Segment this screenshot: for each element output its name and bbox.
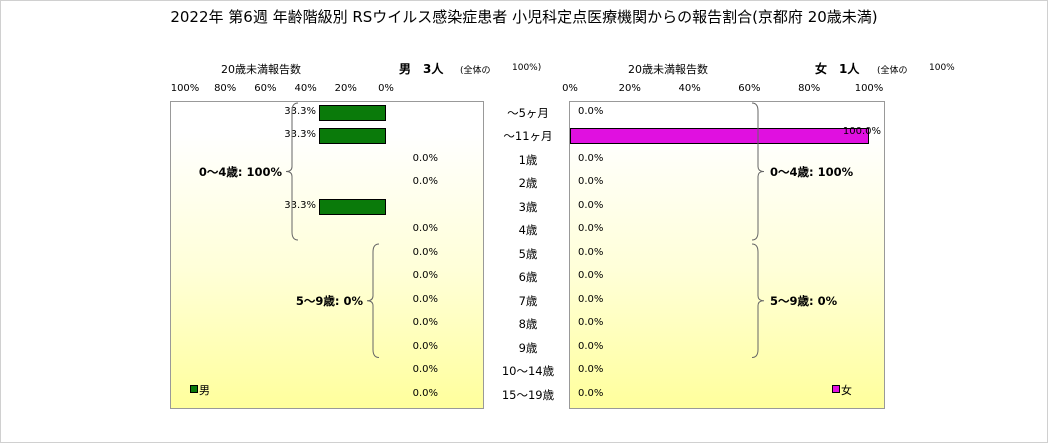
category-label: ～11ヶ月 (503, 129, 553, 144)
category-label: ～5ヶ月 (507, 105, 549, 120)
male-value-label: 33.3% (284, 129, 317, 141)
category-label: 2歳 (518, 176, 538, 191)
category-label: 10～14歳 (501, 364, 555, 379)
legend-female-label: 女 (841, 384, 852, 397)
female-tick-label: 0% (562, 83, 578, 94)
male-tick-label: 0% (378, 83, 394, 94)
female-value-label: 0.0% (578, 317, 604, 329)
male-group-label: 5～9歳: 0% (295, 293, 363, 308)
legend-female: 女 (832, 382, 852, 398)
female-group-brace (751, 243, 765, 358)
female-value-label: 0.0% (578, 387, 604, 399)
legend-male-label: 男 (199, 384, 210, 397)
male-group-label: 0～4歳: 100% (198, 164, 282, 179)
female-total-label: (全体の (877, 66, 908, 76)
chart-title: 2022年 第6週 年齢階級別 RSウイルス感染症患者 小児科定点医療機関からの… (170, 8, 878, 26)
male-group-brace (285, 102, 299, 241)
legend-male: 男 (190, 382, 210, 398)
female-value-label: 0.0% (578, 223, 604, 235)
category-label: 5歳 (518, 246, 538, 261)
legend-female-swatch (832, 385, 840, 393)
male-value-label: 0.0% (412, 293, 438, 305)
male-group-brace (366, 243, 380, 358)
male-value-label: 0.0% (412, 340, 438, 352)
male-tick-label: 80% (214, 83, 237, 94)
male-sex-label: 男 (399, 62, 412, 76)
male-value-label: 0.0% (412, 387, 438, 399)
male-tick-label: 20% (334, 83, 357, 94)
female-value-label: 0.0% (578, 270, 604, 282)
female-group-brace (751, 102, 765, 241)
category-label: 15～19歳 (501, 387, 555, 402)
female-tick-label: 60% (738, 83, 761, 94)
male-bar (319, 104, 386, 121)
male-tick-label: 100% (170, 83, 200, 94)
male-value-label: 0.0% (412, 364, 438, 376)
male-value-label: 0.0% (412, 270, 438, 282)
category-label: 4歳 (518, 223, 538, 238)
female-tick-label: 80% (798, 83, 821, 94)
female-value-label: 0.0% (578, 199, 604, 211)
female-bar (570, 128, 869, 145)
male-tick-label: 40% (294, 83, 317, 94)
female-total-pct: 100% (929, 63, 955, 73)
male-axis-label: 20歳未満報告数 (221, 63, 301, 76)
female-tick-label: 20% (618, 83, 641, 94)
male-bar (319, 128, 386, 145)
male-value-label: 33.3% (284, 105, 317, 117)
male-value-label: 0.0% (412, 152, 438, 164)
male-value-label: 0.0% (412, 223, 438, 235)
male-total-label: (全体の (460, 66, 491, 76)
male-count-label: 3人 (423, 62, 444, 76)
female-value-label: 0.0% (578, 105, 604, 117)
legend-male-swatch (190, 385, 198, 393)
female-value-label: 100.0% (842, 126, 881, 138)
female-plot-area (569, 101, 885, 409)
female-value-label: 0.0% (578, 340, 604, 352)
female-value-label: 0.0% (578, 176, 604, 188)
male-bar (319, 198, 386, 215)
male-value-label: 0.0% (412, 246, 438, 258)
female-count-label: 1人 (839, 62, 860, 76)
category-label: 7歳 (518, 293, 538, 308)
female-value-label: 0.0% (578, 293, 604, 305)
male-value-label: 0.0% (412, 317, 438, 329)
female-value-label: 0.0% (578, 246, 604, 258)
female-axis-label: 20歳未満報告数 (628, 63, 708, 76)
female-tick-label: 100% (854, 83, 884, 94)
category-label: 9歳 (518, 340, 538, 355)
female-tick-label: 40% (678, 83, 701, 94)
female-group-label: 5～9歳: 0% (770, 293, 838, 308)
male-value-label: 33.3% (284, 199, 317, 211)
female-value-label: 0.0% (578, 364, 604, 376)
female-group-label: 0～4歳: 100% (770, 164, 854, 179)
category-label: 1歳 (518, 152, 538, 167)
male-plot-area (170, 101, 484, 409)
category-label: 3歳 (518, 199, 538, 214)
category-label: 8歳 (518, 317, 538, 332)
female-sex-label: 女 (815, 62, 828, 76)
male-total-pct: 100%) (512, 63, 542, 73)
category-label: 6歳 (518, 270, 538, 285)
female-value-label: 0.0% (578, 152, 604, 164)
male-value-label: 0.0% (412, 176, 438, 188)
male-tick-label: 60% (254, 83, 277, 94)
